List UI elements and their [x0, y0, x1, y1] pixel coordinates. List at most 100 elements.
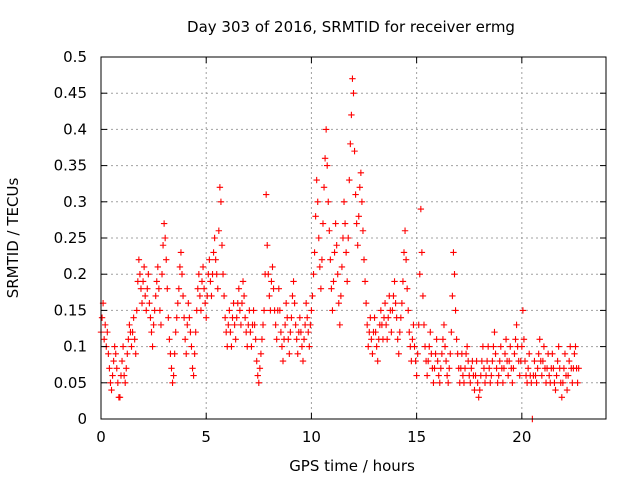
data-point: [203, 314, 210, 321]
data-point: [319, 220, 327, 227]
data-point: [215, 227, 223, 234]
data-point: [448, 328, 455, 336]
data-point: [500, 365, 508, 372]
data-point: [131, 336, 138, 343]
data-point: [186, 314, 193, 321]
data-point: [194, 285, 201, 292]
data-point: [192, 328, 199, 336]
data-point: [239, 278, 247, 285]
data-point: [306, 343, 313, 350]
data-point: [502, 336, 510, 343]
data-point: [174, 299, 182, 307]
data-point: [110, 357, 117, 365]
data-point: [299, 357, 307, 365]
data-point: [545, 372, 553, 379]
data-point: [388, 328, 395, 336]
data-point: [119, 343, 127, 350]
data-point: [189, 365, 196, 372]
data-point: [510, 365, 517, 372]
data-point: [492, 350, 499, 358]
data-point: [250, 307, 257, 314]
data-point: [327, 256, 334, 263]
data-point: [100, 336, 108, 343]
data-point: [372, 328, 379, 336]
data-point: [337, 292, 345, 300]
data-point: [430, 379, 437, 386]
data-point: [179, 292, 187, 300]
data-point: [311, 249, 318, 256]
data-point: [326, 227, 333, 234]
data-point: [305, 328, 312, 336]
data-point: [98, 314, 106, 321]
data-point: [212, 256, 219, 263]
data-point: [451, 271, 458, 278]
data-point: [272, 321, 279, 329]
data-point: [210, 249, 217, 256]
data-point: [447, 350, 454, 358]
data-point: [550, 365, 557, 372]
data-point: [216, 184, 224, 191]
data-point: [157, 321, 165, 329]
data-point: [320, 184, 328, 191]
data-point: [438, 350, 446, 358]
y-tick-label: 0.45: [54, 84, 87, 102]
data-point: [462, 350, 470, 358]
data-point: [352, 191, 359, 198]
data-point: [574, 379, 581, 386]
data-point: [382, 321, 390, 329]
data-point: [368, 336, 375, 343]
data-point: [141, 292, 149, 300]
data-point: [330, 278, 337, 285]
data-point: [497, 343, 504, 350]
data-point: [156, 307, 164, 314]
data-point: [559, 379, 567, 386]
data-point: [563, 386, 571, 394]
data-point: [356, 184, 364, 191]
data-point: [328, 285, 335, 292]
data-point: [334, 271, 341, 278]
x-tick-label: 0: [96, 428, 106, 446]
data-point: [199, 263, 207, 271]
data-point: [564, 372, 572, 379]
data-point: [198, 278, 206, 285]
data-point: [143, 307, 150, 314]
data-point: [251, 321, 258, 329]
data-point: [307, 321, 314, 329]
data-point: [147, 314, 154, 321]
data-point: [221, 314, 229, 321]
data-point: [264, 242, 271, 249]
data-point: [279, 357, 287, 365]
data-point: [512, 336, 519, 343]
data-point: [476, 386, 483, 394]
data-point: [184, 321, 191, 329]
data-point: [342, 249, 350, 256]
data-point: [373, 343, 380, 350]
data-point: [374, 357, 381, 365]
data-point: [554, 357, 561, 365]
data-point: [104, 328, 111, 336]
data-point: [308, 307, 315, 314]
data-point: [331, 249, 338, 256]
data-point: [343, 278, 351, 285]
data-point: [450, 249, 457, 256]
x-tick-label: 5: [201, 428, 211, 446]
data-point: [312, 213, 319, 220]
data-point: [158, 271, 166, 278]
data-point: [552, 386, 559, 394]
data-point: [571, 350, 578, 358]
data-point: [153, 278, 160, 285]
data-point: [240, 292, 248, 300]
data-point: [133, 307, 140, 314]
data-point: [360, 256, 368, 263]
data-point: [332, 220, 339, 227]
data-point: [314, 198, 321, 205]
data-point: [107, 379, 114, 386]
data-point: [371, 314, 378, 321]
data-point: [424, 357, 432, 365]
data-point: [172, 328, 179, 336]
data-point: [288, 314, 295, 321]
data-point: [113, 365, 120, 372]
data-point: [549, 350, 556, 358]
data-point: [453, 336, 460, 343]
